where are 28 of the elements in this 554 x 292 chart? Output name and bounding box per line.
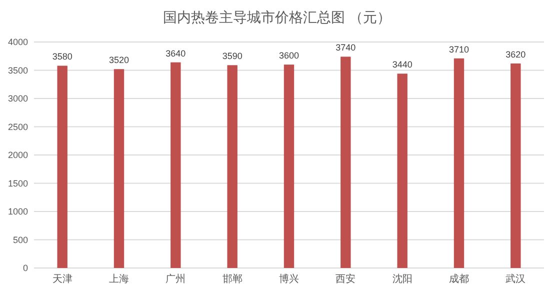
- x-tick-label: 天津: [52, 273, 72, 285]
- data-label: 3520: [108, 55, 130, 66]
- data-label: 3440: [392, 60, 412, 70]
- y-tick-label: 2000: [8, 150, 28, 160]
- y-tick-label: 1500: [8, 178, 28, 188]
- y-tick-label: 2500: [8, 122, 28, 132]
- y-tick-label: 4000: [8, 37, 28, 47]
- data-label: 3740: [336, 42, 356, 53]
- chart-title: 国内热卷主导城市价格汇总图 （元）: [163, 9, 391, 25]
- x-tick-label: 成都: [449, 273, 469, 285]
- data-label: 3710: [448, 44, 470, 54]
- y-tick-label: 1000: [8, 206, 28, 216]
- x-tick-label: 广州: [166, 273, 186, 285]
- x-tick-label: 博兴: [279, 273, 299, 285]
- data-label: 3590: [222, 51, 242, 62]
- x-tick-label: 武汉: [506, 273, 526, 285]
- x-tick-label: 上海: [109, 273, 129, 285]
- data-label: 3620: [506, 49, 526, 60]
- y-tick-label: 0: [22, 263, 28, 273]
- data-label: 3600: [278, 50, 300, 61]
- x-tick-label: 西安: [336, 273, 356, 285]
- y-tick-label: 3500: [8, 65, 28, 76]
- x-tick-label: 邯郸: [222, 273, 242, 285]
- y-tick-label: 3000: [8, 94, 28, 104]
- data-label: 3640: [166, 48, 186, 58]
- x-tick-label: 沈阳: [392, 273, 412, 285]
- y-tick-label: 500: [12, 234, 28, 245]
- data-label: 3580: [52, 52, 72, 62]
